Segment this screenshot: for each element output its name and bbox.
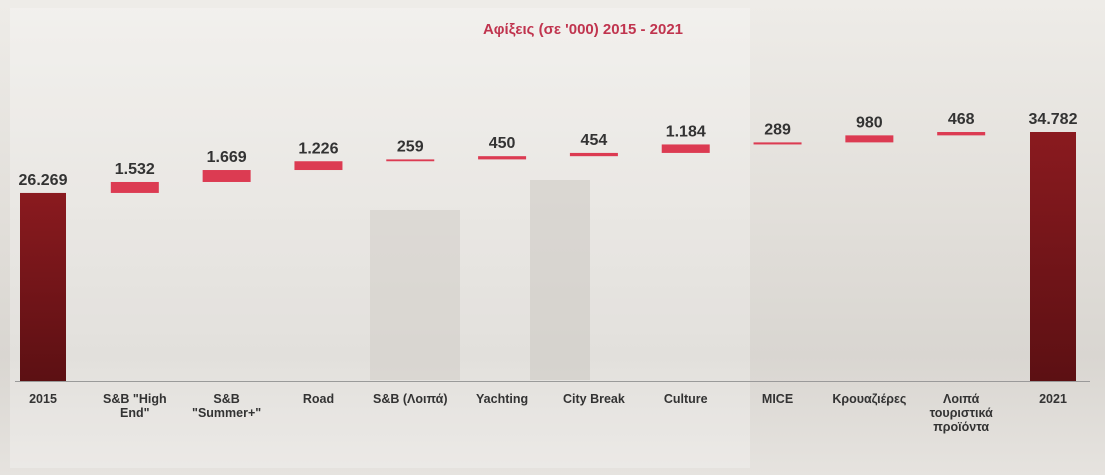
value-label: 289	[764, 121, 791, 138]
value-label: 26.269	[19, 172, 68, 189]
x-tick-label: Λοιπά τουριστικά προϊόντα	[929, 392, 993, 434]
x-tick-label: Culture	[663, 392, 708, 406]
x-tick-label: 2015	[29, 392, 57, 406]
x-tick-label: S&B "High End"	[103, 392, 167, 420]
x-tick-label: Κρουαζιέρες	[832, 392, 907, 406]
total-bar	[1030, 132, 1076, 381]
x-tick-label: City Break	[562, 392, 625, 406]
value-label: 34.782	[1029, 111, 1078, 128]
background-photo	[370, 210, 460, 380]
value-label: 1.226	[298, 140, 338, 157]
x-tick-label: S&B (Λοιπά)	[372, 392, 448, 406]
total-bar	[20, 192, 66, 381]
value-label: 454	[581, 132, 608, 149]
x-tick-label: 2021	[1039, 392, 1067, 406]
value-label: 1.184	[666, 123, 706, 140]
increase-bar	[753, 142, 802, 145]
increase-bar	[110, 181, 159, 193]
x-tick-label: Road	[302, 392, 335, 406]
value-label: 450	[489, 135, 516, 152]
increase-bar	[569, 152, 618, 157]
value-label: 1.669	[207, 149, 247, 166]
increase-bar	[845, 135, 894, 143]
increase-bar	[386, 159, 435, 162]
value-label: 259	[397, 138, 424, 155]
increase-bar	[478, 156, 527, 160]
increase-bar	[202, 170, 251, 182]
x-tick-label: MICE	[761, 392, 794, 406]
value-label: 1.532	[115, 161, 155, 178]
value-label: 468	[948, 111, 975, 128]
increase-bar	[661, 144, 710, 153]
chart-title: Αφίξεις (σε '000) 2015 - 2021	[483, 21, 683, 38]
value-label: 980	[856, 114, 883, 131]
increase-bar	[294, 161, 343, 171]
increase-bar	[937, 132, 986, 136]
x-tick-label: S&B "Summer+"	[192, 392, 262, 420]
background-photo	[530, 180, 590, 380]
x-tick-label: Yachting	[476, 392, 529, 406]
